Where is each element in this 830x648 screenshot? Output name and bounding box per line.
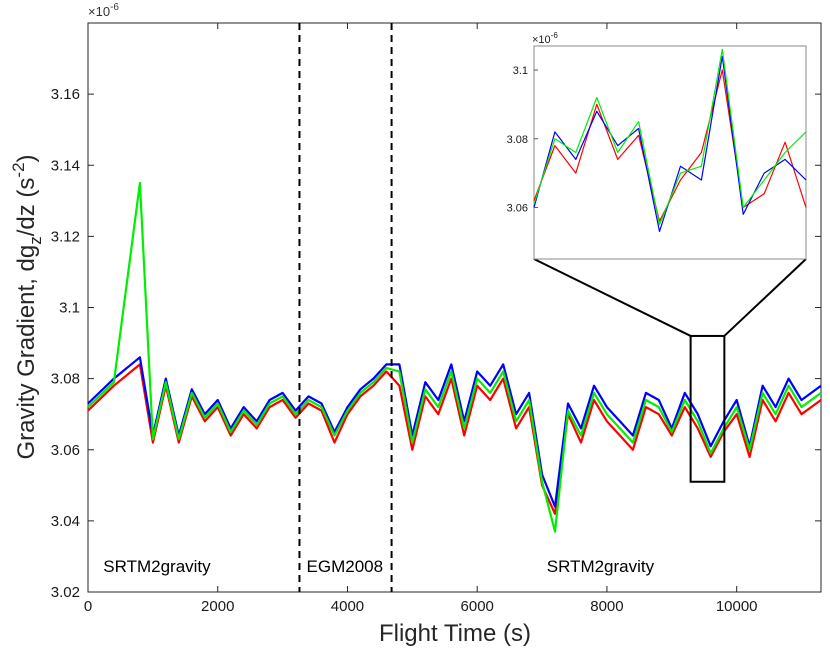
x-tick-label: 10000 — [716, 598, 758, 615]
y-tick-label: 3.04 — [51, 513, 80, 530]
y-exponent-label: ×10-6 — [88, 2, 119, 19]
region-label-2: EGM2008 — [307, 557, 384, 576]
series-line-green — [87, 181, 822, 533]
y-axis-ticks: 3.02 3.04 3.06 3.08 3.1 3.12 3.14 3.16 — [51, 86, 821, 601]
y-exponent-power: -6 — [110, 2, 119, 13]
y-axis-title: Gravity Gradient, dgz/dz (s-2) — [9, 154, 45, 459]
series-line-blue — [87, 356, 822, 508]
series-layer — [87, 181, 822, 533]
y-tick-label: 3.06 — [51, 442, 80, 459]
y-title-sup: -2 — [9, 162, 28, 177]
x-tick-label: 0 — [84, 598, 92, 615]
inset-y-tick-label: 3.08 — [507, 134, 528, 146]
zoom-box — [689, 334, 726, 483]
y-title-pre: Gravity Gradient, dg — [13, 245, 40, 460]
y-tick-label: 3.1 — [59, 300, 80, 317]
inset-y-exponent-power: -6 — [551, 31, 559, 40]
y-tick-label: 3.14 — [51, 157, 80, 174]
y-tick-label: 3.16 — [51, 86, 80, 103]
zoom-connector-left — [533, 258, 692, 337]
zoom-connector-right — [723, 258, 807, 337]
x-axis-title: Flight Time (s) — [379, 620, 531, 647]
region-label-1: SRTM2gravity — [103, 557, 211, 576]
inset-chart: 3.06 3.08 3.1 ×10-6 — [507, 31, 807, 260]
x-tick-label: 4000 — [331, 598, 364, 615]
x-tick-label: 8000 — [590, 598, 623, 615]
y-tick-label: 3.08 — [51, 371, 80, 388]
y-title-post: ) — [13, 154, 40, 162]
inset-y-tick-label: 3.06 — [507, 202, 528, 214]
series-line-red — [87, 363, 822, 515]
y-exponent-base: ×10 — [88, 4, 110, 19]
inset-series-layer — [533, 48, 807, 233]
region-dividers — [298, 23, 393, 592]
zoom-indicator — [533, 258, 807, 483]
x-tick-label: 6000 — [461, 598, 494, 615]
y-tick-label: 3.12 — [51, 228, 80, 245]
x-axis-ticks: 0 2000 4000 6000 8000 10000 — [84, 23, 758, 615]
x-tick-label: 2000 — [201, 598, 234, 615]
inset-y-exponent-label: ×10-6 — [532, 31, 558, 46]
y-tick-label: 3.02 — [51, 584, 80, 601]
inset-y-tick-label: 3.1 — [513, 65, 528, 77]
inset-series-line-green — [533, 48, 807, 226]
inset-y-axis-ticks: 3.06 3.08 3.1 — [507, 65, 538, 214]
region-labels: SRTM2gravity EGM2008 SRTM2gravity — [103, 557, 654, 576]
y-title-mid: /dz (s — [13, 178, 40, 237]
y-title-sub: z — [26, 236, 45, 245]
region-label-3: SRTM2gravity — [547, 557, 655, 576]
inset-y-exponent-base: ×10 — [532, 34, 551, 46]
